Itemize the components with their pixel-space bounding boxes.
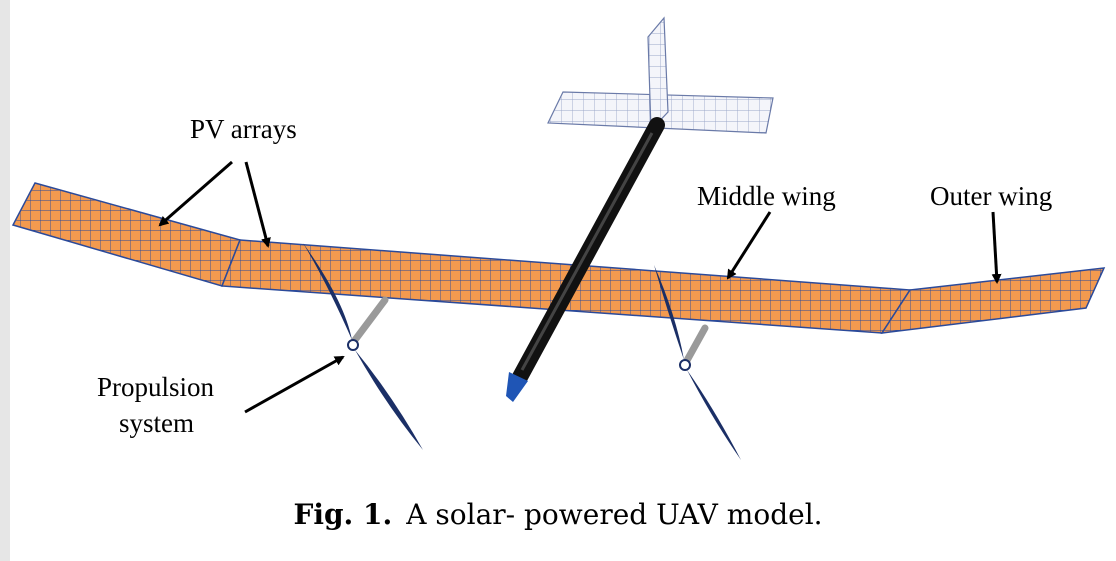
outer-wing-label: Outer wing — [930, 181, 1052, 211]
pv-arrays-arrow-left — [158, 160, 233, 227]
right-outer-wing — [880, 267, 1106, 334]
middle-wing-arrow — [726, 211, 772, 280]
pv-arrays-arrow-right — [244, 161, 271, 248]
right-propulsion-unit — [654, 265, 741, 460]
fuselage-nose — [506, 372, 528, 402]
left-outer-wing — [11, 182, 242, 287]
figure-caption: Fig. 1. A solar- powered UAV model. — [0, 498, 1116, 531]
propulsion-arrow — [244, 355, 345, 414]
figure-caption-text: A solar- powered UAV model. — [406, 498, 823, 531]
propulsion-label-line1: Propulsion — [97, 372, 215, 402]
uav-diagram: PV arrays Middle wing Outer wing Propuls… — [11, 16, 1106, 460]
fuselage — [506, 117, 665, 402]
pv-arrays-label: PV arrays — [190, 114, 297, 144]
propulsion-label-line2: system — [119, 408, 194, 438]
figure-number: Fig. 1. — [293, 498, 393, 531]
page-left-margin — [0, 0, 10, 561]
outer-wing-arrow — [991, 211, 1002, 284]
middle-wing-label: Middle wing — [697, 181, 836, 211]
left-propulsion-unit — [303, 243, 423, 450]
vertical-stabilizer — [647, 16, 669, 132]
